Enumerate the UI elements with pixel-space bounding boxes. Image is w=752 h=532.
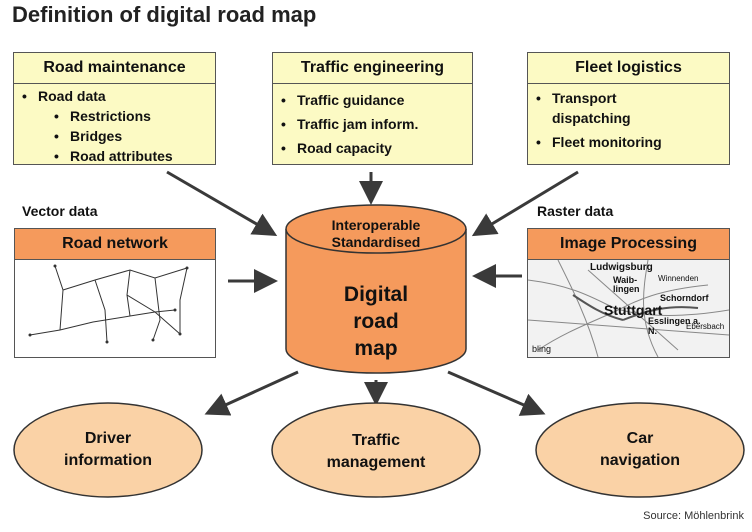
road-label: road [353,310,399,333]
vector-data-label: Vector data [22,203,98,219]
cylinder-main-text: Digital road map [284,281,468,362]
map-label: map [354,337,398,360]
cylinder-top-text: Interoperable Standardised [284,217,468,251]
list-item: Road capacity [281,136,464,160]
management-line: management [326,454,426,471]
fleet-logistics-title: Fleet logistics [528,53,729,84]
driver-line: Driver [84,430,132,447]
map-label: bling [532,344,552,354]
road-maintenance-box: Road maintenance Road data Restrictions … [13,52,216,166]
map-label: Waib-lingen [613,275,640,294]
traffic-engineering-title: Traffic engineering [273,53,472,84]
list-item: Road data [22,86,207,106]
map-label: Ludwigsburg [590,262,653,273]
interoperable-label: Interoperable [331,217,421,233]
arrow-map-to-car [447,370,546,416]
driver-information-oval [13,402,203,498]
list-item: Restrictions [54,106,207,126]
traffic-management-text: Traffic management [272,430,480,474]
list-item: Fleet monitoring [536,132,721,152]
raster-map-roads [528,260,729,357]
information-line: information [64,452,152,469]
road-network-box: Road network [14,228,216,358]
car-navigation-oval [535,402,745,498]
map-label: Ebersbach [686,322,725,331]
raster-data-label: Raster data [537,203,614,219]
traffic-management-oval [271,402,481,498]
driver-information-text: Driver information [14,428,202,472]
image-processing-title: Image Processing [528,229,729,260]
arrow-logistics-to-map [471,170,579,237]
map-label: Esslingen a. N. [648,316,701,336]
standardised-label: Standardised [331,234,421,250]
car-line: Car [626,430,654,447]
road-network-title: Road network [15,229,215,260]
map-label: Schorndorf [660,293,709,303]
road-network-graph [28,264,189,344]
list-item: Road attributes [54,146,207,166]
arrow-maintenance-to-map [166,170,278,237]
fleet-logistics-box: Fleet logistics Transport dispatching Fl… [527,52,730,165]
page-title: Definition of digital road map [12,2,317,27]
road-maintenance-title: Road maintenance [14,53,215,84]
list-item: Transport dispatching [536,88,721,128]
raster-map-image: Ludwigsburg Waib-lingen Winnenden Schorn… [528,260,729,357]
arrow-map-to-driver [204,370,299,416]
image-processing-box: Image Processing Ludwigsburg Waib-lingen… [527,228,730,358]
traffic-line: Traffic [351,432,400,449]
list-item: Traffic guidance [281,88,464,112]
digital-label: Digital [343,283,409,306]
source-credit: Source: Möhlenbrink [643,510,744,522]
car-navigation-text: Car navigation [536,428,744,472]
digital-road-map-cylinder [285,204,467,374]
list-item: Traffic jam inform. [281,112,464,136]
list-item: Bridges [54,126,207,146]
navigation-line: navigation [599,452,680,469]
map-label: Winnenden [658,274,699,283]
map-label: Stuttgart [604,302,663,318]
traffic-engineering-box: Traffic engineering Traffic guidance Tra… [272,52,473,165]
